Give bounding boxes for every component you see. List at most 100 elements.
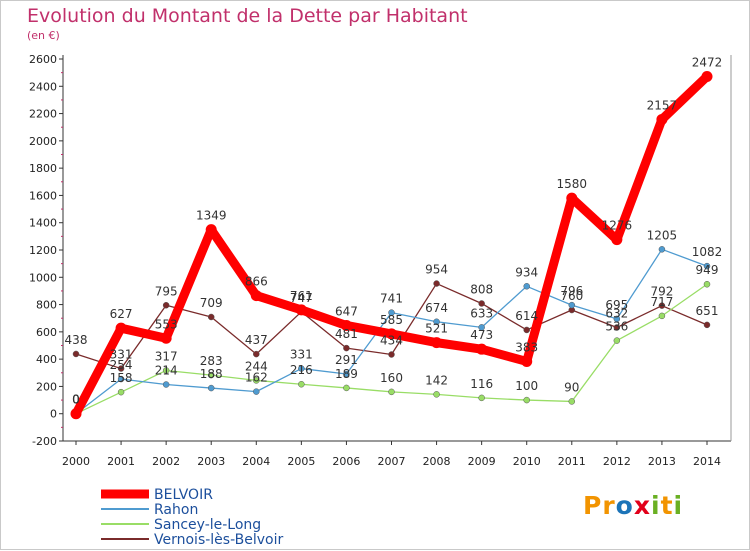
data-label: 934: [515, 265, 538, 279]
data-point: [207, 313, 215, 321]
y-tick-label: 0: [50, 408, 57, 421]
x-tick-label: 2013: [648, 455, 676, 468]
data-point: [343, 370, 350, 378]
data-point: [478, 324, 485, 331]
y-tick-label: 2200: [29, 108, 57, 121]
data-label: 553: [155, 317, 178, 331]
data-label: 317: [155, 349, 178, 363]
data-label: 116: [470, 377, 493, 391]
x-tick-label: 2006: [332, 455, 360, 468]
legend-label: Sancey-le-Long: [154, 517, 261, 533]
chart-unit: (en €): [27, 29, 60, 42]
data-point: [253, 377, 260, 384]
data-label: 244: [245, 359, 268, 373]
y-tick-label: 2600: [29, 53, 57, 66]
data-point: [253, 350, 260, 358]
data-point: [703, 262, 711, 270]
data-label: 142: [425, 373, 448, 387]
data-point: [478, 300, 485, 307]
data-point: [388, 388, 395, 396]
data-label: 0: [72, 393, 80, 407]
x-tick-label: 2007: [378, 455, 406, 468]
logo-letter: x: [633, 491, 651, 520]
data-point: [568, 398, 576, 405]
data-label: 291: [335, 353, 358, 367]
data-point: [433, 318, 440, 326]
y-tick-label: 1000: [29, 271, 57, 284]
data-label: 473: [470, 328, 493, 342]
data-label: 254: [110, 358, 133, 372]
data-label: 2157: [647, 98, 678, 112]
x-tick-label: 2012: [603, 455, 631, 468]
data-point: [388, 351, 395, 358]
data-label: 792: [650, 285, 673, 299]
data-label: 760: [560, 289, 583, 303]
y-tick-label: 2400: [29, 80, 57, 93]
data-label: 521: [425, 322, 448, 336]
data-point: [701, 70, 713, 82]
data-point: [250, 290, 262, 302]
proxiti-logo: Proxiti: [583, 491, 683, 520]
data-label: 158: [110, 371, 133, 385]
data-point: [70, 408, 82, 420]
data-label: 695: [605, 298, 628, 312]
data-point: [207, 371, 215, 379]
data-label: 795: [155, 284, 178, 298]
data-label: 188: [200, 367, 223, 381]
x-tick-label: 2002: [152, 455, 180, 468]
data-label: 331: [290, 348, 313, 362]
data-label: 808: [470, 282, 493, 296]
data-label: 1349: [196, 209, 227, 223]
x-tick-label: 2010: [513, 455, 541, 468]
data-point: [343, 344, 350, 352]
data-label: 632: [605, 306, 628, 320]
data-point: [117, 375, 125, 383]
logo-letter: i: [673, 491, 684, 520]
x-tick-label: 2011: [558, 455, 586, 468]
data-label: 90: [564, 380, 579, 394]
y-tick-label: 200: [36, 380, 57, 393]
data-point: [295, 304, 307, 316]
x-tick-label: 2003: [197, 455, 225, 468]
data-point: [658, 302, 666, 309]
data-point: [386, 328, 397, 340]
data-label: 651: [696, 304, 719, 318]
data-label: 438: [65, 333, 88, 347]
data-point: [253, 388, 260, 395]
data-point: [162, 367, 170, 374]
data-point: [160, 332, 172, 344]
data-point: [613, 324, 621, 331]
data-label: 437: [245, 333, 268, 347]
data-label: 761: [290, 289, 313, 303]
data-point: [162, 381, 170, 388]
data-label: 1082: [692, 245, 723, 259]
data-point: [656, 113, 668, 125]
data-label: 1276: [602, 219, 633, 233]
data-point: [433, 280, 440, 287]
data-label: 189: [335, 367, 358, 381]
data-point: [207, 384, 215, 392]
data-point: [521, 355, 533, 367]
data-point: [343, 384, 350, 392]
data-label: 627: [110, 307, 133, 321]
data-point: [523, 396, 530, 404]
data-label: 383: [515, 340, 538, 354]
data-label: 747: [290, 291, 313, 305]
data-point: [523, 283, 530, 290]
data-point: [433, 391, 440, 398]
x-tick-label: 2001: [107, 455, 135, 468]
data-label: 216: [290, 363, 313, 377]
data-point: [523, 326, 530, 334]
data-point: [611, 234, 623, 246]
y-tick-label: 1400: [29, 217, 57, 230]
data-point: [117, 388, 125, 396]
data-label: 954: [425, 263, 448, 277]
data-label: 741: [380, 292, 403, 306]
y-tick-label: 1200: [29, 244, 57, 257]
data-point: [298, 365, 305, 372]
data-point: [205, 224, 217, 236]
data-point: [658, 312, 666, 320]
chart-title: Evolution du Montant de la Dette par Hab…: [27, 5, 468, 27]
logo-letter: t: [660, 491, 674, 520]
data-point: [72, 350, 80, 358]
